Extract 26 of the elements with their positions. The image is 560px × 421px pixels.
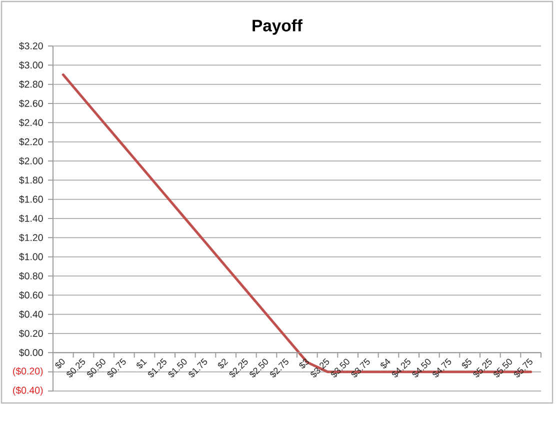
x-tick-label: $0 [55, 358, 65, 368]
y-tick-label: $0.20 [19, 330, 43, 338]
y-tick-label: $0.40 [19, 310, 43, 318]
y-tick-label: $2.20 [19, 138, 43, 146]
x-tick-label: $1 [136, 359, 147, 368]
chart-title: Payoff [252, 19, 303, 35]
y-tick-label: $1.40 [19, 214, 43, 222]
x-tick-label: $4 [380, 358, 390, 368]
y-tick-label: $2.60 [19, 100, 43, 108]
y-tick-label: ($0.40) [13, 386, 43, 396]
x-tick-label: $3 [299, 358, 309, 368]
y-tick-label: $1.20 [19, 234, 43, 242]
x-tick-label: $5 [462, 358, 472, 368]
y-tick-label: ($0.20) [13, 367, 43, 376]
y-tick-label: $2.40 [19, 118, 43, 127]
y-tick-label: $0.80 [19, 272, 43, 280]
y-tick-label: $1.00 [19, 252, 43, 261]
y-tick-label: $0.60 [19, 291, 43, 300]
y-tick-label: $1.80 [19, 176, 43, 184]
y-tick-label: $1.60 [19, 195, 43, 204]
y-tick-label: $0.00 [19, 348, 43, 357]
y-tick-label: $3.00 [19, 61, 43, 70]
y-tick-label: $2.00 [19, 157, 43, 165]
x-tick-label: $2 [218, 358, 228, 368]
y-tick-label: $3.20 [19, 42, 43, 50]
y-tick-label: $2.80 [19, 80, 43, 88]
